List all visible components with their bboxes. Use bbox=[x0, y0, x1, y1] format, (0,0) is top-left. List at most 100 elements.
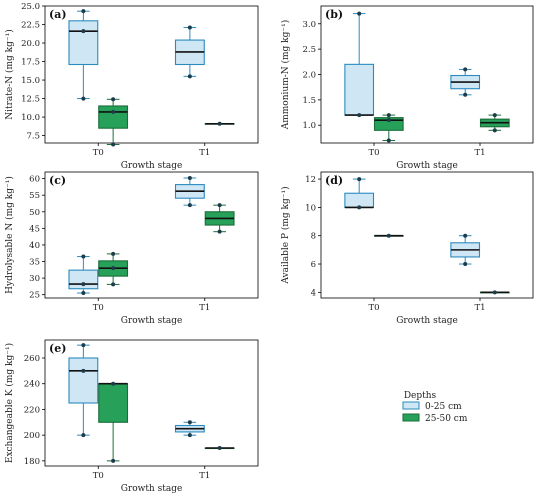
iqr-box bbox=[98, 105, 129, 129]
panel-b: 1.0 1.5 2.0 2.5 3.0 T0 T1 Growth stage Ammonium-… bbox=[280, 5, 534, 171]
iqr-box bbox=[98, 383, 129, 423]
y-tick-label: 6 bbox=[311, 260, 316, 270]
data-point bbox=[217, 121, 222, 126]
y-tick-label: 25.0 bbox=[21, 2, 40, 12]
box-t1-25-50 bbox=[204, 121, 235, 126]
data-point bbox=[357, 11, 362, 16]
box-t1-25-50 bbox=[204, 446, 235, 450]
data-point bbox=[187, 420, 192, 425]
box-t1-0-25 bbox=[450, 233, 481, 267]
box-t0-0-25 bbox=[68, 254, 99, 296]
data-point bbox=[463, 262, 468, 267]
box-t1-0-25 bbox=[174, 420, 205, 438]
data-point bbox=[217, 203, 222, 208]
data-point bbox=[357, 205, 362, 210]
data-point bbox=[386, 233, 391, 238]
y-tick-label: 20.0 bbox=[21, 39, 40, 49]
data-point bbox=[217, 446, 222, 450]
y-tick-label: 12 bbox=[305, 175, 316, 185]
y-tick-label: 10.0 bbox=[21, 113, 40, 123]
y-tick-label: 260 bbox=[24, 354, 40, 364]
panel-c: 25 30 35 40 45 50 55 60 T0 T1 Growth stage Hydrolys… bbox=[4, 171, 259, 326]
data-point bbox=[187, 25, 192, 30]
data-point bbox=[492, 113, 497, 118]
y-axis-label: Exchangeable K (mg kg⁻¹) bbox=[4, 343, 15, 463]
box-t0-25-50 bbox=[98, 97, 129, 147]
data-point bbox=[111, 282, 116, 287]
data-point bbox=[111, 458, 116, 463]
data-point bbox=[463, 67, 468, 72]
data-point bbox=[111, 97, 116, 102]
x-axis-label: Growth stage bbox=[396, 316, 458, 326]
x-tick-label: T0 bbox=[368, 303, 379, 313]
legend-label-0-25: 0-25 cm bbox=[425, 402, 462, 412]
x-axis-label: Growth stage bbox=[121, 316, 183, 326]
iqr-box bbox=[68, 20, 99, 66]
data-point bbox=[81, 343, 86, 348]
data-point bbox=[81, 282, 86, 287]
box-t0-25-50 bbox=[98, 381, 129, 463]
iqr-box bbox=[344, 192, 375, 208]
y-tick-label: 55 bbox=[29, 191, 40, 201]
y-tick-label: 10 bbox=[305, 203, 316, 213]
y-tick-label: 7.5 bbox=[26, 132, 40, 142]
data-point bbox=[81, 368, 86, 373]
y-tick-label: 4 bbox=[311, 288, 316, 298]
x-axis-label: Growth stage bbox=[396, 161, 458, 171]
box-t1-25-50 bbox=[479, 290, 510, 295]
data-point bbox=[81, 433, 86, 438]
y-tick-label: 17.5 bbox=[21, 58, 40, 68]
panel-label: (d) bbox=[325, 174, 343, 187]
legend-title: Depths bbox=[404, 391, 437, 401]
panel-a: 7.5 10.0 12.5 15.0 17.5 20.0 22.5 25.0 T0 T1 Growt… bbox=[4, 2, 259, 171]
x-tick-label: T0 bbox=[368, 148, 379, 158]
data-point bbox=[81, 96, 86, 101]
plot-frame bbox=[320, 171, 534, 299]
box-t0-0-25 bbox=[68, 9, 99, 101]
y-tick-label: 35 bbox=[29, 258, 40, 268]
y-tick-label: 200 bbox=[24, 431, 40, 441]
data-point bbox=[81, 9, 86, 14]
plot-frame bbox=[44, 5, 259, 144]
panel-e: 180 200 220 240 260 T0 T1 Growth stage Exchangea… bbox=[4, 339, 259, 494]
box-t1-0-25 bbox=[450, 67, 481, 97]
data-point bbox=[463, 233, 468, 238]
panel-label: (e) bbox=[49, 342, 66, 355]
y-tick-label: 1.5 bbox=[302, 96, 316, 106]
box-t0-0-25 bbox=[68, 343, 99, 438]
panel-label: (b) bbox=[325, 8, 343, 21]
y-tick-label: 8 bbox=[311, 232, 316, 242]
x-tick-label: T1 bbox=[199, 148, 210, 158]
x-tick-label: T0 bbox=[93, 303, 104, 313]
y-axis-label: Hydrolysable N (mg kg⁻¹) bbox=[4, 176, 15, 294]
legend-swatch-25-50 bbox=[402, 413, 420, 422]
box-t1-0-25 bbox=[174, 175, 205, 208]
data-point bbox=[386, 138, 391, 143]
box-t1-25-50 bbox=[479, 113, 510, 133]
y-tick-label: 2.5 bbox=[302, 45, 316, 55]
panels: 7.5 10.0 12.5 15.0 17.5 20.0 22.5 25.0 T0 T1 Growt… bbox=[4, 2, 534, 494]
y-axis-label: Nitrate-N (mg kg⁻¹) bbox=[4, 29, 15, 120]
data-point bbox=[357, 113, 362, 118]
legend-swatch-0-25 bbox=[402, 401, 420, 410]
data-point bbox=[492, 128, 497, 133]
box-t0-25-50 bbox=[373, 233, 404, 238]
y-tick-label: 240 bbox=[24, 380, 40, 390]
data-point bbox=[386, 113, 391, 118]
box-t0-25-50 bbox=[373, 113, 404, 143]
data-point bbox=[111, 381, 116, 386]
y-tick-label: 40 bbox=[29, 241, 40, 251]
y-tick-label: 15.0 bbox=[21, 76, 40, 86]
x-axis-label: Growth stage bbox=[121, 484, 183, 494]
x-tick-label: T0 bbox=[93, 148, 104, 158]
data-point bbox=[386, 118, 391, 123]
y-tick-label: 50 bbox=[29, 208, 40, 218]
y-tick-label: 60 bbox=[29, 175, 40, 185]
box-t0-0-25 bbox=[344, 177, 375, 210]
legend-label-25-50: 25-50 cm bbox=[425, 414, 468, 424]
data-point bbox=[492, 290, 497, 295]
iqr-box bbox=[68, 357, 99, 404]
data-point bbox=[111, 266, 116, 271]
y-tick-label: 180 bbox=[24, 457, 40, 467]
